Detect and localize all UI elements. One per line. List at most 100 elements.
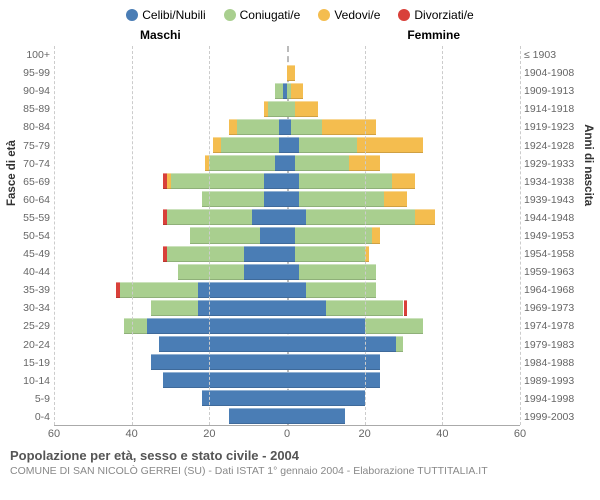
legend-label: Celibi/Nubili bbox=[142, 8, 205, 22]
seg-celibi bbox=[287, 390, 365, 406]
legend-item: Divorziati/e bbox=[398, 8, 473, 22]
seg-celibi bbox=[279, 119, 287, 135]
seg-vedovi bbox=[229, 119, 237, 135]
seg-celibi bbox=[287, 191, 299, 207]
male-half bbox=[54, 226, 287, 244]
male-half bbox=[54, 190, 287, 208]
seg-vedovi bbox=[264, 101, 268, 117]
seg-celibi bbox=[287, 282, 306, 298]
seg-coniugati bbox=[295, 246, 365, 262]
seg-vedovi bbox=[372, 227, 380, 243]
birth-year-label: 1994-1998 bbox=[524, 394, 574, 405]
female-half bbox=[287, 353, 520, 371]
male-half bbox=[54, 389, 287, 407]
birth-year-label: 1909-1913 bbox=[524, 86, 574, 97]
grid-line bbox=[442, 46, 443, 425]
female-half bbox=[287, 226, 520, 244]
seg-divorziati bbox=[163, 209, 167, 225]
seg-coniugati bbox=[237, 119, 280, 135]
x-tick-label: 60 bbox=[514, 428, 526, 440]
seg-coniugati bbox=[124, 318, 147, 334]
seg-celibi bbox=[147, 318, 287, 334]
legend-item: Coniugati/e bbox=[224, 8, 301, 22]
male-half bbox=[54, 82, 287, 100]
female-half bbox=[287, 389, 520, 407]
legend-swatch bbox=[224, 9, 236, 21]
seg-coniugati bbox=[299, 191, 384, 207]
seg-celibi bbox=[287, 336, 396, 352]
age-label: 85-89 bbox=[23, 104, 50, 115]
age-label: 70-74 bbox=[23, 158, 50, 169]
seg-coniugati bbox=[151, 300, 198, 316]
seg-celibi bbox=[198, 282, 287, 298]
seg-vedovi bbox=[167, 173, 171, 189]
female-half bbox=[287, 263, 520, 281]
pyramid-row bbox=[54, 389, 520, 407]
seg-coniugati bbox=[268, 101, 287, 117]
female-half bbox=[287, 172, 520, 190]
female-half bbox=[287, 335, 520, 353]
male-half bbox=[54, 335, 287, 353]
seg-celibi bbox=[287, 173, 299, 189]
seg-coniugati bbox=[299, 173, 392, 189]
birth-year-label: 1979-1983 bbox=[524, 339, 574, 350]
age-label: 40-44 bbox=[23, 267, 50, 278]
seg-coniugati bbox=[306, 209, 415, 225]
age-label: 5-9 bbox=[35, 394, 50, 405]
seg-vedovi bbox=[392, 173, 415, 189]
gender-label-male: Maschi bbox=[140, 28, 181, 42]
pyramid-row bbox=[54, 353, 520, 371]
seg-coniugati bbox=[365, 318, 423, 334]
seg-coniugati bbox=[190, 227, 260, 243]
female-half bbox=[287, 118, 520, 136]
y-axis-birth: ≤ 19031904-19081909-19131914-19181919-19… bbox=[520, 46, 590, 426]
seg-coniugati bbox=[171, 173, 264, 189]
seg-divorziati bbox=[404, 300, 408, 316]
legend: Celibi/Nubili Coniugati/e Vedovi/e Divorzia… bbox=[10, 8, 590, 22]
age-label: 20-24 bbox=[23, 339, 50, 350]
birth-year-label: 1944-1948 bbox=[524, 213, 574, 224]
female-half bbox=[287, 407, 520, 425]
legend-swatch bbox=[398, 9, 410, 21]
birth-year-label: 1914-1918 bbox=[524, 104, 574, 115]
seg-coniugati bbox=[221, 137, 279, 153]
seg-celibi bbox=[287, 155, 295, 171]
seg-celibi bbox=[287, 318, 365, 334]
female-half bbox=[287, 46, 520, 64]
age-label: 30-34 bbox=[23, 303, 50, 314]
seg-celibi bbox=[264, 173, 287, 189]
female-half bbox=[287, 154, 520, 172]
pyramid-row bbox=[54, 226, 520, 244]
grid-line bbox=[209, 46, 210, 425]
pyramid-row bbox=[54, 172, 520, 190]
male-half bbox=[54, 299, 287, 317]
seg-coniugati bbox=[167, 246, 245, 262]
female-half bbox=[287, 100, 520, 118]
seg-vedovi bbox=[322, 119, 376, 135]
female-half bbox=[287, 281, 520, 299]
seg-divorziati bbox=[163, 173, 167, 189]
age-label: 45-49 bbox=[23, 249, 50, 260]
female-half bbox=[287, 64, 520, 82]
population-pyramid-chart: Celibi/Nubili Coniugati/e Vedovi/e Divorzia… bbox=[0, 0, 600, 500]
female-half bbox=[287, 190, 520, 208]
seg-vedovi bbox=[415, 209, 434, 225]
grid-line bbox=[54, 46, 55, 425]
seg-celibi bbox=[198, 300, 287, 316]
seg-vedovi bbox=[291, 83, 303, 99]
male-half bbox=[54, 154, 287, 172]
birth-year-label: 1949-1953 bbox=[524, 231, 574, 242]
seg-vedovi bbox=[295, 101, 318, 117]
legend-label: Divorziati/e bbox=[414, 8, 473, 22]
male-half bbox=[54, 245, 287, 263]
age-label: 55-59 bbox=[23, 213, 50, 224]
seg-coniugati bbox=[299, 137, 357, 153]
female-half bbox=[287, 371, 520, 389]
seg-celibi bbox=[202, 390, 287, 406]
birth-year-label: 1954-1958 bbox=[524, 249, 574, 260]
birth-year-label: ≤ 1903 bbox=[524, 50, 556, 61]
birth-year-label: 1999-2003 bbox=[524, 412, 574, 423]
plot-area: Fasce di età Anni di nascita 100+95-9990… bbox=[10, 46, 590, 426]
legend-swatch bbox=[318, 9, 330, 21]
legend-item: Vedovi/e bbox=[318, 8, 380, 22]
